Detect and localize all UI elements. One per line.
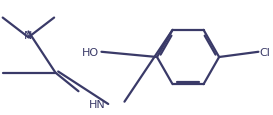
Text: HN: HN [89,99,106,109]
Text: N: N [24,31,32,41]
Text: Cl: Cl [260,47,271,57]
Text: HO: HO [82,47,99,57]
